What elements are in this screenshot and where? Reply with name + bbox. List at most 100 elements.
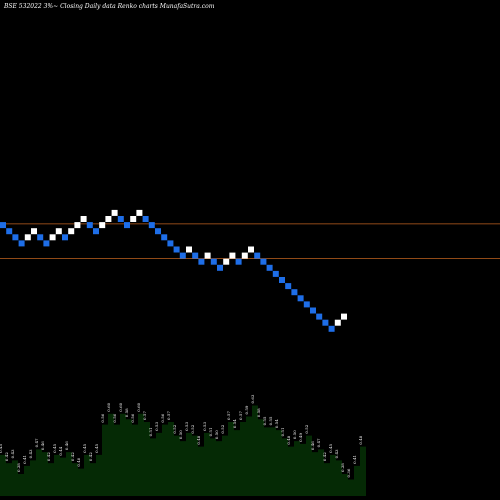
- volume-label: 0.43: [334, 449, 339, 458]
- renko-brick: [49, 234, 56, 241]
- volume-label: 0.47: [316, 438, 321, 447]
- volume-label: 0.49: [298, 433, 303, 442]
- renko-brick: [316, 313, 323, 320]
- renko-brick: [130, 216, 137, 222]
- volume-label: 0.53: [154, 422, 159, 431]
- renko-brick: [173, 246, 180, 253]
- renko-brick: [179, 252, 186, 259]
- volume-label: 0.56: [100, 413, 105, 422]
- volume-label: 0.57: [226, 411, 231, 420]
- renko-brick: [43, 240, 50, 247]
- renko-brick: [37, 234, 44, 241]
- volume-label: 0.57: [238, 411, 243, 420]
- renko-brick: [24, 234, 31, 241]
- renko-brick: [99, 222, 106, 229]
- renko-brick: [142, 216, 149, 222]
- renko-brick: [6, 228, 13, 235]
- volume-label: 0.52: [304, 424, 309, 433]
- reference-lines: [0, 223, 500, 260]
- volume-label: 0.36: [346, 468, 351, 477]
- volume-label: 0.48: [196, 435, 201, 444]
- renko-brick: [86, 222, 93, 229]
- volume-label: 0.60: [106, 402, 111, 411]
- renko-brick: [74, 222, 81, 229]
- volume-label: 0.53: [202, 422, 207, 431]
- renko-brick: [55, 228, 62, 235]
- renko-brick: [322, 319, 329, 326]
- renko-brick: [260, 258, 267, 265]
- volume-label: 0.48: [286, 435, 291, 444]
- volume-label: 0.45: [328, 443, 333, 452]
- volume-label: 0.47: [34, 438, 39, 447]
- volume-label: 0.60: [118, 402, 123, 411]
- renko-brick: [334, 319, 341, 326]
- renko-brick: [229, 252, 236, 259]
- volume-label: 0.55: [268, 416, 273, 425]
- renko-brick: [186, 246, 192, 253]
- chart-title: BSE 532022 3%~ Closing Daily data Renko …: [3, 3, 215, 10]
- volume-label: 0.57: [166, 411, 171, 420]
- volume-label: 0.54: [274, 419, 279, 428]
- volume-label: 0.46: [40, 441, 45, 450]
- volume-label: 0.60: [136, 402, 141, 411]
- renko-brick: [266, 264, 273, 271]
- volume-label: 0.46: [64, 441, 69, 450]
- volume-label: 0.59: [244, 405, 249, 414]
- renko-brick: [235, 258, 242, 265]
- renko-brick: [105, 216, 112, 222]
- volume-label: 0.42: [322, 452, 327, 461]
- volume-label: 0.42: [4, 452, 9, 461]
- renko-brick: [248, 246, 254, 253]
- renko-brick: [241, 252, 248, 259]
- volume-label: 0.50: [292, 430, 297, 439]
- renko-brick: [285, 283, 292, 290]
- volume-label: 0.43: [10, 449, 15, 458]
- renko-brick: [272, 270, 279, 277]
- renko-brick: [80, 216, 87, 222]
- renko-brick: [124, 222, 130, 229]
- volume-fill: [0, 405, 366, 496]
- renko-brick: [12, 234, 19, 241]
- renko-brick: [303, 301, 310, 308]
- volume-area: [0, 405, 366, 496]
- volume-label: 0.42: [70, 452, 75, 461]
- volume-label: 0.58: [256, 408, 261, 417]
- renko-brick: [291, 289, 298, 296]
- volume-label: 0.53: [184, 422, 189, 431]
- volume-label: 0.51: [280, 427, 285, 436]
- volume-label: 0.56: [130, 413, 135, 422]
- volume-label: 0.58: [124, 408, 129, 417]
- volume-label: 0.63: [250, 394, 255, 403]
- renko-brick: [93, 228, 99, 235]
- renko-brick: [167, 240, 174, 247]
- renko-bricks: [0, 209, 347, 332]
- volume-label: 0.51: [148, 427, 153, 436]
- renko-brick: [341, 313, 347, 320]
- volume-label: 0.54: [232, 419, 237, 428]
- volume-label: 0.45: [52, 443, 57, 452]
- renko-brick: [310, 307, 316, 314]
- volume-label: 0.45: [0, 443, 3, 452]
- renko-brick: [31, 228, 37, 235]
- renko-brick: [223, 258, 230, 265]
- volume-label: 0.50: [214, 430, 219, 439]
- renko-brick: [111, 209, 118, 216]
- volume-labels: 0.450.42 0.430.380.410.430.47 0.460.420.45…: [0, 394, 363, 477]
- volume-label: 0.40: [76, 457, 81, 466]
- volume-label: 0.43: [28, 449, 33, 458]
- volume-label: 0.52: [172, 424, 177, 433]
- renko-brick: [117, 216, 124, 222]
- volume-label: 0.42: [46, 452, 51, 461]
- volume-label: 0.52: [190, 424, 195, 433]
- volume-label: 0.38: [16, 463, 21, 472]
- volume-label: 0.46: [310, 441, 315, 450]
- renko-brick: [297, 295, 304, 302]
- volume-label: 0.55: [262, 416, 267, 425]
- renko-brick: [217, 264, 223, 271]
- renko-brick: [210, 258, 217, 265]
- volume-label: 0.56: [160, 413, 165, 422]
- renko-brick: [0, 222, 6, 229]
- renko-brick: [198, 258, 205, 265]
- volume-label: 0.52: [220, 424, 225, 433]
- renko-brick: [136, 209, 143, 216]
